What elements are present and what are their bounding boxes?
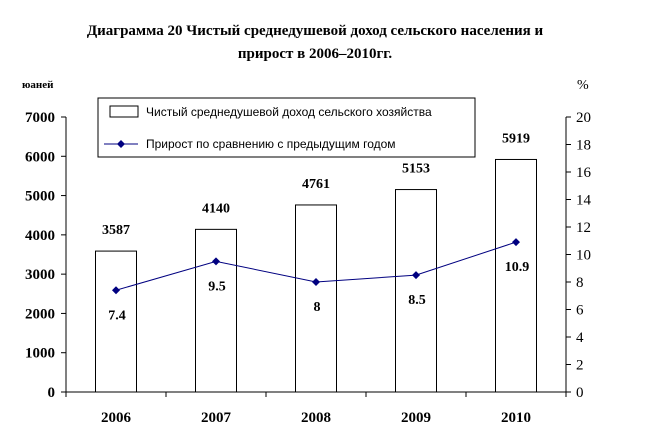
left-tick-label: 0 <box>48 385 56 401</box>
right-tick-label: 8 <box>576 275 584 291</box>
right-tick-label: 14 <box>576 193 592 209</box>
growth-data-label: 8 <box>314 300 321 315</box>
left-tick-label: 3000 <box>25 267 55 283</box>
bar-data-label: 5153 <box>402 162 430 177</box>
chart-title: Диаграмма 20 Чистый среднедушевой доход … <box>0 20 630 66</box>
left-axis-unit: юаней <box>22 79 54 91</box>
left-tick-label: 5000 <box>25 189 55 205</box>
left-tick-label: 4000 <box>25 228 55 244</box>
growth-marker <box>212 257 220 266</box>
growth-marker <box>112 286 120 295</box>
x-tick-label: 2010 <box>501 410 531 426</box>
bar <box>195 228 237 393</box>
left-tick-label: 2000 <box>25 306 55 322</box>
x-tick-label: 2009 <box>401 410 431 426</box>
growth-data-label: 8.5 <box>408 293 426 308</box>
bar-data-label: 4761 <box>302 177 330 192</box>
legend-bar-label: Чистый среднедушевой доход сельского хоз… <box>146 105 432 119</box>
left-tick-label: 7000 <box>25 110 55 126</box>
right-tick-label: 4 <box>576 330 584 346</box>
bar-data-label: 3587 <box>102 223 130 238</box>
right-tick-label: 6 <box>576 303 584 319</box>
right-tick-label: 16 <box>576 165 592 181</box>
bar <box>395 189 437 393</box>
bar-data-label: 5919 <box>502 131 530 146</box>
x-tick-label: 2008 <box>301 410 331 426</box>
growth-data-label: 9.5 <box>208 279 226 294</box>
right-tick-label: 20 <box>576 110 591 126</box>
left-tick-label: 6000 <box>25 149 55 165</box>
growth-marker <box>412 271 420 280</box>
x-tick-label: 2006 <box>101 410 132 426</box>
right-tick-label: 10 <box>576 248 591 264</box>
bar <box>495 158 537 393</box>
bar-data-label: 4140 <box>202 201 230 216</box>
growth-data-label: 10.9 <box>505 260 530 275</box>
right-tick-label: 0 <box>576 385 584 401</box>
x-tick-label: 2007 <box>201 410 232 426</box>
right-axis-unit: % <box>577 78 589 93</box>
left-tick-label: 1000 <box>25 346 55 362</box>
legend-line-marker <box>117 140 125 148</box>
right-tick-label: 18 <box>576 138 591 154</box>
legend-box <box>97 97 476 158</box>
legend-line-label: Прирост по сравнению с предыдущим годом <box>146 137 396 151</box>
growth-data-label: 7.4 <box>108 308 126 323</box>
bar <box>295 204 337 393</box>
right-tick-label: 12 <box>576 220 591 236</box>
chart-title-line2: прирост в 2006–2010гг. <box>237 46 393 62</box>
bar <box>95 250 137 393</box>
right-tick-label: 2 <box>576 358 584 374</box>
chart-title-line1: Диаграмма 20 Чистый среднедушевой доход … <box>86 23 544 39</box>
growth-marker <box>512 238 520 247</box>
legend-bar-swatch <box>109 105 139 118</box>
growth-marker <box>312 278 320 286</box>
